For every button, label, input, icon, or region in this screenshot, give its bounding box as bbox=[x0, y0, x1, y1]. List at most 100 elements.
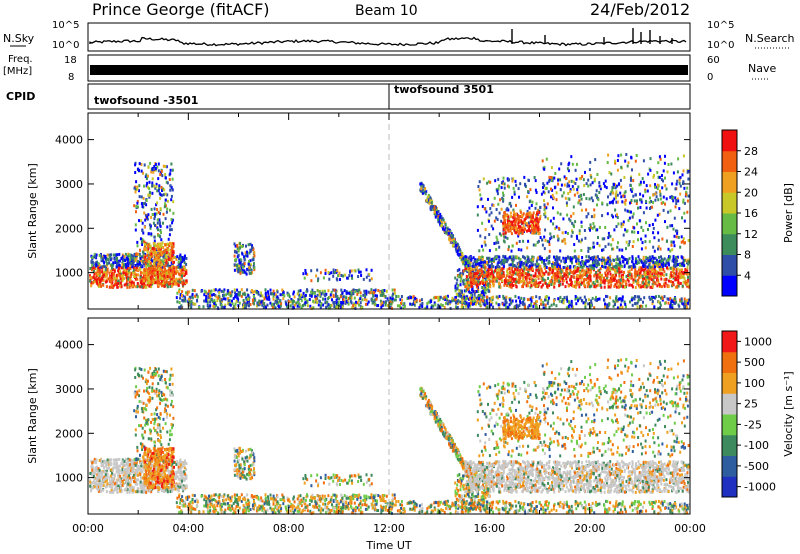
scatter-cell bbox=[356, 301, 359, 305]
scatter-cell bbox=[338, 304, 341, 307]
scatter-cell bbox=[514, 255, 517, 259]
scatter-cell bbox=[136, 277, 139, 281]
scatter-cell bbox=[507, 281, 510, 285]
scatter-cell bbox=[157, 284, 159, 288]
scatter-cell bbox=[634, 279, 637, 283]
scatter-cell bbox=[144, 175, 147, 179]
scatter-cell bbox=[271, 292, 274, 296]
scatter-cell bbox=[678, 270, 681, 274]
scatter-cell bbox=[620, 270, 623, 274]
scatter-cell bbox=[99, 284, 102, 288]
scatter-cell bbox=[91, 263, 94, 267]
scatter-cell bbox=[595, 263, 598, 267]
scatter-cell bbox=[244, 251, 247, 255]
scatter-cell bbox=[627, 274, 630, 277]
scatter-cell bbox=[229, 294, 232, 298]
scatter-cell bbox=[625, 247, 627, 251]
scatter-cell bbox=[444, 223, 447, 227]
scatter-cell bbox=[646, 272, 649, 276]
scatter-cell bbox=[357, 298, 360, 302]
scatter-cell bbox=[139, 268, 142, 271]
scatter-cell bbox=[89, 266, 92, 270]
scatter-cell bbox=[438, 216, 441, 219]
scatter-cell bbox=[163, 274, 166, 278]
scatter-cell bbox=[334, 305, 337, 309]
scatter-cell bbox=[663, 270, 666, 274]
scatter-cell bbox=[334, 294, 337, 298]
scatter-cell bbox=[309, 304, 312, 308]
scatter-cell bbox=[510, 249, 513, 253]
scatter-cell bbox=[579, 271, 582, 275]
scatter-cell bbox=[276, 302, 278, 306]
scatter-cell bbox=[665, 277, 668, 281]
scatter-cell bbox=[114, 261, 117, 264]
scatter-cell bbox=[143, 281, 145, 285]
scatter-cell bbox=[157, 228, 159, 232]
scatter-cell bbox=[158, 252, 161, 256]
scatter-cell bbox=[433, 206, 436, 210]
scatter-cell bbox=[358, 270, 361, 274]
scatter-cell bbox=[552, 264, 555, 268]
scatter-cell bbox=[288, 295, 291, 299]
scatter-cell bbox=[611, 277, 613, 281]
scatter-cell bbox=[651, 205, 654, 209]
scatter-cell bbox=[304, 300, 307, 304]
scatter-cell bbox=[327, 306, 330, 310]
scatter-cell bbox=[154, 258, 157, 262]
scatter-cell bbox=[548, 261, 551, 265]
scatter-cell bbox=[266, 297, 269, 301]
scatter-cell bbox=[640, 260, 643, 264]
scatter-cell bbox=[103, 264, 105, 268]
scatter-cell bbox=[262, 305, 265, 309]
scatter-cell bbox=[272, 289, 275, 293]
scatter-cell bbox=[513, 264, 516, 268]
scatter-cell bbox=[671, 224, 674, 228]
scatter-cell bbox=[528, 264, 531, 268]
scatter-cell bbox=[483, 289, 486, 292]
scatter-cell bbox=[317, 279, 319, 283]
scatter-cell bbox=[298, 296, 301, 300]
scatter-cell bbox=[566, 213, 569, 217]
scatter-cell bbox=[94, 266, 96, 270]
scatter-cell bbox=[141, 265, 144, 268]
scatter-cell bbox=[277, 297, 280, 301]
scatter-cell bbox=[557, 237, 560, 241]
scatter-cell bbox=[233, 263, 236, 267]
scatter-cell bbox=[488, 289, 490, 293]
scatter-cell bbox=[179, 262, 182, 266]
scatter-cell bbox=[426, 198, 429, 202]
scatter-cell bbox=[640, 266, 643, 270]
scatter-cell bbox=[109, 276, 111, 280]
scatter-cell bbox=[583, 284, 586, 288]
scatter-cell bbox=[133, 271, 136, 275]
scatter-cell bbox=[475, 272, 478, 275]
scatter-cell bbox=[607, 281, 610, 285]
scatter-cell bbox=[497, 268, 500, 272]
scatter-cell bbox=[597, 283, 600, 287]
scatter-cell bbox=[106, 257, 109, 261]
scatter-cell bbox=[165, 271, 168, 275]
scatter-cell bbox=[126, 261, 129, 265]
scatter-cell bbox=[477, 280, 480, 284]
scatter-cell bbox=[525, 259, 528, 263]
scatter-cell bbox=[580, 274, 583, 278]
scatter-cell bbox=[559, 270, 562, 274]
scatter-cell bbox=[528, 267, 531, 271]
scatter-cell bbox=[642, 279, 644, 283]
scatter-cell bbox=[130, 262, 133, 266]
scatter-cell bbox=[138, 169, 140, 172]
scatter-cell bbox=[675, 235, 678, 239]
scatter-cell bbox=[151, 191, 154, 195]
scatter-cell bbox=[458, 248, 461, 252]
scatter-cell bbox=[319, 294, 322, 298]
scatter-cell bbox=[123, 277, 126, 281]
scatter-cell bbox=[162, 221, 164, 225]
scatter-cell bbox=[670, 280, 672, 284]
scatter-cell bbox=[357, 275, 360, 278]
scatter-cell bbox=[333, 288, 336, 292]
scatter-cell bbox=[384, 301, 387, 305]
scatter-cell bbox=[141, 205, 144, 208]
scatter-cell bbox=[130, 281, 133, 285]
scatter-cell bbox=[257, 292, 260, 296]
scatter-cell bbox=[314, 295, 317, 299]
